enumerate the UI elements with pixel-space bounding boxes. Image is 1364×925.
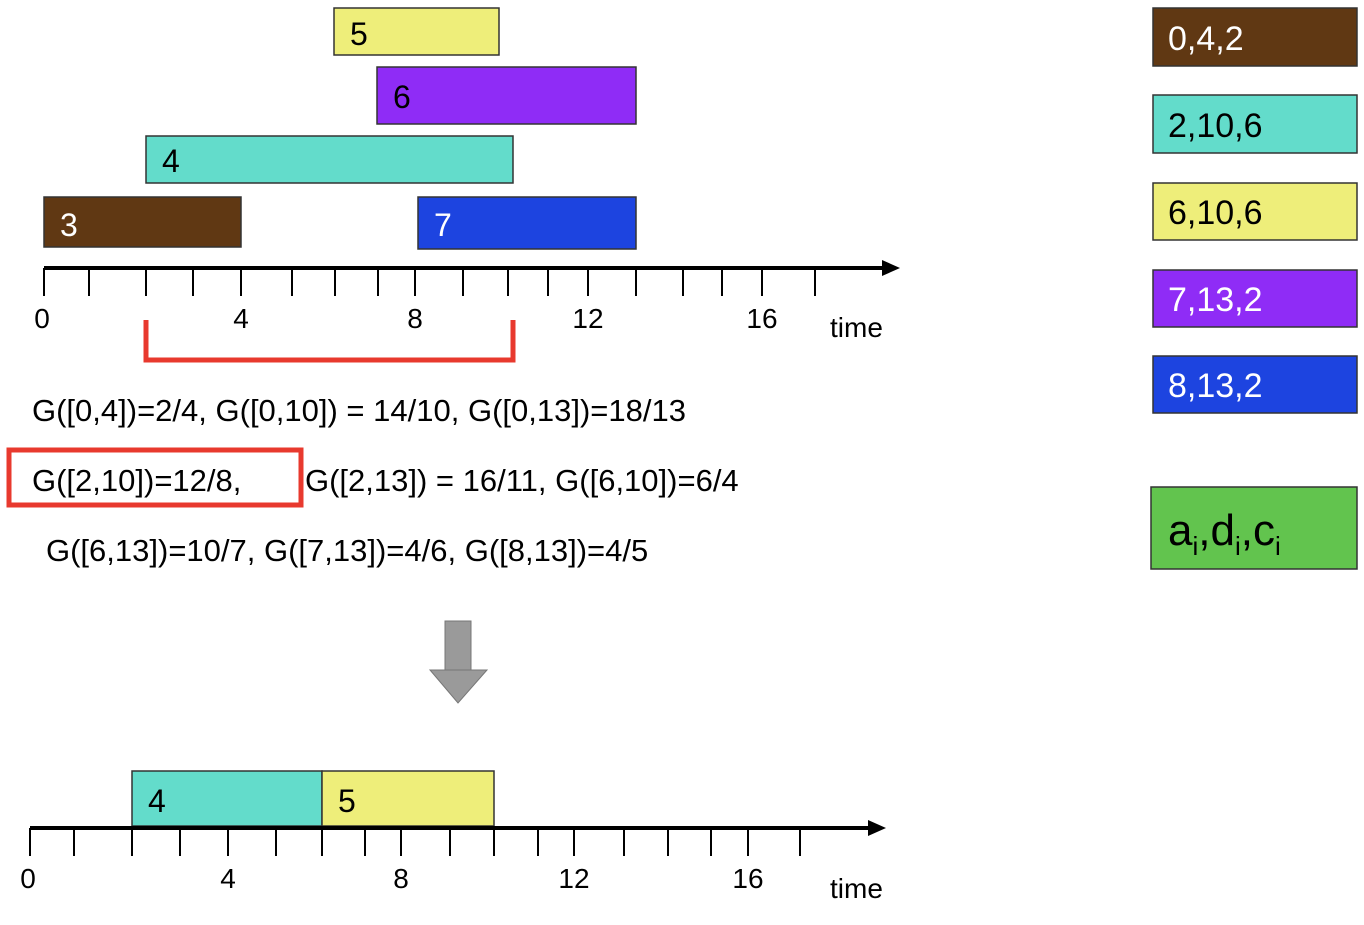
job-label: 3 <box>60 207 78 243</box>
bracket <box>143 320 516 363</box>
job-label: 7 <box>434 207 452 243</box>
axis-label: 8 <box>407 303 423 334</box>
key-box <box>1150 486 1358 570</box>
key-subscript: i <box>1235 531 1241 561</box>
key-separator: , <box>1198 506 1210 555</box>
job-box <box>131 770 323 827</box>
axis-title: time <box>830 873 883 904</box>
axis-label: 8 <box>393 863 409 894</box>
job-box <box>376 66 637 125</box>
legend-box <box>1152 269 1358 328</box>
formula: G([6,13])=10/7, G([7,13])=4/6, G([8,13])… <box>46 533 648 568</box>
formula: G([2,10])=12/8, <box>32 463 241 498</box>
job-box <box>321 770 495 827</box>
key-letter: a <box>1168 506 1193 555</box>
job-label: 6 <box>393 79 411 115</box>
key-separator: , <box>1241 506 1253 555</box>
legend-label: 0,4,2 <box>1168 20 1244 58</box>
job-box <box>417 196 637 250</box>
job-label: 5 <box>338 783 356 819</box>
formula: G([0,4])=2/4, G([0,10]) = 14/10, G([0,13… <box>32 393 686 428</box>
axis <box>29 820 886 856</box>
axis-label: 4 <box>220 863 236 894</box>
legend-label: 8,13,2 <box>1168 367 1263 405</box>
formula: G([2,13]) = 16/11, G([6,10])=6/4 <box>305 463 739 498</box>
legend-label: 6,10,6 <box>1168 194 1263 232</box>
job-box <box>43 196 242 248</box>
axis-label: 16 <box>732 863 763 894</box>
axis-label: 4 <box>233 303 249 334</box>
legend-box <box>1152 182 1358 241</box>
key-letter: c <box>1253 506 1275 555</box>
axis-title: time <box>830 312 883 343</box>
key-subscript: i <box>1275 531 1281 561</box>
job-box <box>145 135 514 184</box>
axis-label: 12 <box>572 303 603 334</box>
job-box <box>333 7 500 56</box>
axis-label: 16 <box>746 303 777 334</box>
legend-box <box>1152 94 1358 154</box>
legend-label: 2,10,6 <box>1168 107 1263 145</box>
key-letter: d <box>1211 506 1235 555</box>
down-arrow <box>428 620 489 704</box>
axis-label: 12 <box>558 863 589 894</box>
highlight-box <box>6 447 304 508</box>
key-label: ai,di,ci <box>1168 506 1281 561</box>
legend-label: 7,13,2 <box>1168 281 1263 319</box>
job-label: 4 <box>162 143 180 179</box>
job-label: 4 <box>148 783 166 819</box>
key-subscript: i <box>1192 531 1198 561</box>
axis-label: 0 <box>20 863 36 894</box>
job-label: 5 <box>350 16 368 52</box>
axis-label: 0 <box>34 303 50 334</box>
axis <box>43 260 900 296</box>
legend-box <box>1152 7 1358 67</box>
legend-box <box>1152 355 1358 414</box>
